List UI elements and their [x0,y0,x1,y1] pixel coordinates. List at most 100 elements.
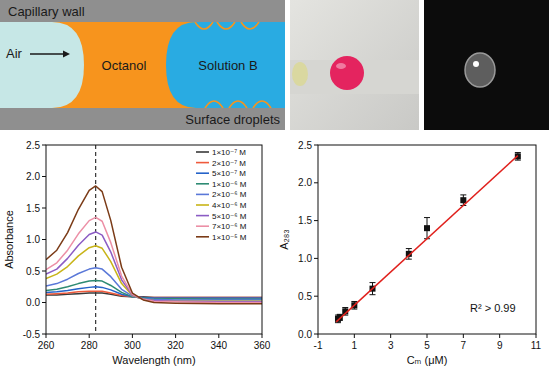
y-tick-label: 2.5 [298,140,312,151]
flow-arrow [30,53,66,54]
surface-droplet [253,101,271,108]
plot-frame [46,145,262,334]
x-tick [132,334,133,338]
droplet-highlight [473,61,479,67]
data-point [460,197,466,203]
photo-background [424,0,549,130]
pink-droplet [330,56,364,90]
y-tick [42,239,46,240]
error-cap [515,160,521,161]
x-tick [390,334,391,338]
legend-swatch [196,236,209,238]
error-cap [351,309,357,310]
series-line [46,280,262,299]
x-axis-title: Wavelength (nm) [112,354,195,366]
legend-entry: 2×10⁻⁶ M [212,190,247,199]
error-cap [460,194,466,195]
y-tick-label: 2.0 [26,171,40,182]
x-tick-label: 340 [210,340,227,351]
x-tick [427,334,428,338]
legend-entry: 7×10⁻⁶ M [212,222,247,231]
photo-smear [292,62,308,86]
x-tick-label: 320 [167,340,184,351]
error-cap [335,322,341,323]
error-cap [406,259,412,260]
phase-label: Octanol [102,58,147,73]
wall-label: Capillary wall [8,4,85,19]
plot-area [46,145,262,334]
y-tick [42,208,46,209]
x-tick [175,334,176,338]
error-cap [351,301,357,302]
capillary-wall [0,108,285,130]
y-tick [314,182,318,183]
legend-entry: 1×10⁻⁷ M [212,148,246,157]
x-tick-label: 280 [81,340,98,351]
series-line [336,156,518,322]
y-axis-title: Absorbance [3,210,15,269]
chart: -113579110.00.51.01.52.02.5Cₘ (μM)A₂₈₃R²… [278,140,542,367]
legend-swatch [196,225,209,227]
legend-entry: 5×10⁻⁶ M [212,212,247,221]
surface-droplet [217,22,235,29]
y-tick-label: 2.0 [298,177,312,188]
x-tick [46,334,47,338]
data-point [424,225,430,231]
series-line [46,232,262,302]
y-tick-label: -0.5 [23,329,41,340]
x-tick-label: 1 [352,340,358,351]
surface-droplet [229,101,247,108]
x-tick [463,334,464,338]
x-tick-label: 7 [461,340,467,351]
y-tick-label: 1.0 [298,253,312,264]
y-tick [314,145,318,146]
y-tick [42,271,46,272]
y-tick [314,334,318,335]
x-tick-label: 360 [254,340,271,351]
legend-swatch [196,204,209,206]
x-tick-label: 300 [124,340,141,351]
series-line [46,246,262,301]
legend-entry: 4×10⁻⁶ M [212,201,247,210]
reference-line [95,145,96,334]
y-axis-title: A₂₈₃ [278,229,290,250]
photos [290,0,549,130]
y-tick-label: 2.5 [26,140,40,151]
y-tick-label: 0.0 [26,297,40,308]
y-tick-label: 1.5 [298,215,312,226]
x-tick [318,334,319,338]
x-tick [354,334,355,338]
surface-droplet [205,101,223,108]
figure: Capillary wallSurface dropletsAirOctanol… [0,0,549,370]
legend-swatch [196,172,209,174]
y-tick [314,258,318,259]
x-tick-label: 9 [497,340,503,351]
series-line [46,186,262,304]
plot-frame [318,145,536,334]
y-tick [42,145,46,146]
photo-background [290,0,419,130]
phase-label: Solution B [198,58,257,73]
error-cap [406,248,412,249]
chart: 260280300320340360-0.50.00.51.01.52.02.5… [3,140,271,367]
y-tick [42,176,46,177]
legend-swatch [196,183,209,185]
x-tick-label: 3 [388,340,394,351]
legend-entry: 5×10⁻⁷ M [212,169,246,178]
droplets-label: Surface droplets [185,112,280,127]
droplet-highlight [336,63,346,69]
y-tick [314,296,318,297]
x-tick-label: 260 [38,340,55,351]
legend-swatch [196,215,209,217]
legend: 1×10⁻⁷ M2×10⁻⁷ M5×10⁻⁷ M1×10⁻⁶ M2×10⁻⁶ M… [196,148,247,242]
x-tick [499,334,500,338]
error-bar [424,218,430,239]
legend-swatch [196,151,209,153]
solution-phase [166,22,285,108]
series-line [46,287,262,298]
air-phase [0,22,84,108]
annotation: R² > 0.99 [470,302,516,314]
error-cap [342,307,348,308]
y-tick-label: 1.0 [26,234,40,245]
series-line [46,291,262,297]
